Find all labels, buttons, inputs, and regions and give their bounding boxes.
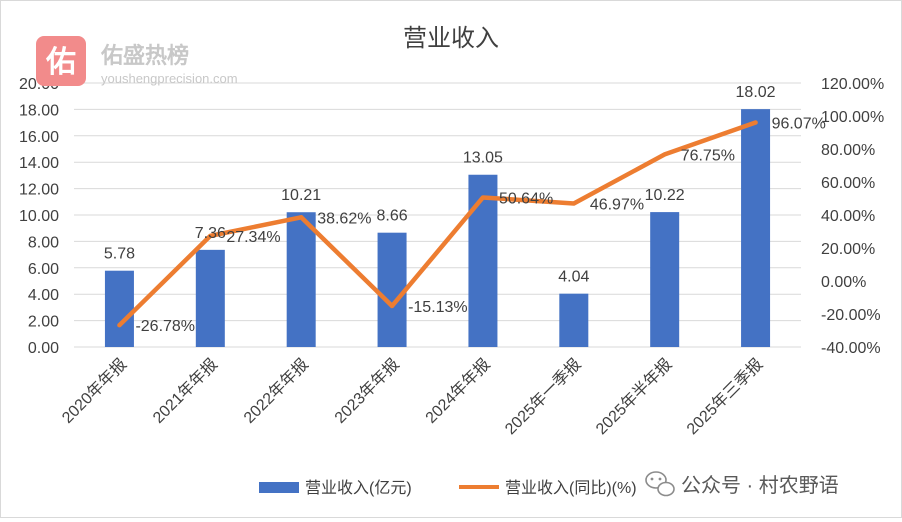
right-tick-label: -20.00% [821, 307, 881, 324]
line-data-label: 27.34% [226, 229, 280, 246]
right-tick-label: 40.00% [821, 208, 875, 225]
bar-data-label: 10.22 [645, 187, 685, 204]
left-tick-label: 10.00 [19, 208, 59, 225]
category-label: 2021年年报 [149, 355, 221, 427]
bar [741, 109, 771, 347]
line-point [571, 201, 576, 206]
left-axis: 0.00 2.00 4.00 6.00 8.00 10.00 12.00 14.00 16.00… [19, 76, 59, 357]
category-label: 2025年一季报 [501, 355, 584, 438]
bar-data-label: 7.36 [195, 225, 226, 242]
right-tick-label: 100.00% [821, 109, 884, 126]
watermark-name: 佑盛热榜 [100, 43, 189, 68]
category-label: 2024年年报 [422, 355, 494, 427]
right-tick-label: 80.00% [821, 142, 875, 159]
line-point [480, 195, 485, 200]
source-overlay: 公众号 · 村农野语 [645, 471, 839, 497]
category-label: 2025年三季报 [683, 355, 766, 438]
left-tick-label: 4.00 [28, 287, 59, 304]
line-point [117, 323, 122, 328]
bar-series [104, 109, 771, 347]
line-point [753, 120, 758, 125]
category-label: 2022年年报 [240, 355, 312, 427]
line-data-label: -15.13% [408, 299, 468, 316]
category-label: 2025年半年报 [592, 355, 675, 438]
line-point [299, 215, 304, 220]
watermark-badge [36, 36, 86, 86]
bar [468, 174, 498, 347]
left-tick-label: 18.00 [19, 102, 59, 119]
bar [286, 212, 316, 347]
line-data-label: 50.64% [499, 190, 553, 207]
bar [195, 249, 225, 347]
gridlines [74, 82, 801, 348]
bar [559, 293, 589, 347]
right-tick-label: -40.00% [821, 340, 881, 357]
line-data-labels: -26.78% 27.34% 38.62% -15.13% 50.64% 46.97% 76… [135, 115, 825, 335]
line-series [117, 120, 758, 328]
legend-label-line: 营业收入(同比)(%) [505, 479, 637, 497]
watermark-url: youshengprecision.com [101, 71, 238, 86]
bar-data-label: 10.21 [281, 187, 321, 204]
legend: 营业收入(亿元) 营业收入(同比)(%) [259, 479, 637, 497]
right-tick-label: 60.00% [821, 175, 875, 192]
bar-data-label: 4.04 [558, 269, 589, 286]
line-data-label: 76.75% [681, 147, 735, 164]
left-tick-label: 8.00 [28, 234, 59, 251]
line-data-label: -26.78% [135, 318, 195, 335]
category-label: 2023年年报 [331, 355, 403, 427]
line-data-label: 38.62% [317, 210, 371, 227]
line-data-label: 96.07% [772, 115, 826, 132]
wechat-icon [645, 471, 675, 497]
legend-label-bar: 营业收入(亿元) [305, 479, 412, 497]
left-tick-label: 14.00 [19, 155, 59, 172]
bar [377, 232, 407, 347]
bar-data-labels: 5.78 7.36 10.21 8.66 13.05 4.04 10.22 18.02 [104, 84, 776, 286]
bar-data-label: 13.05 [463, 150, 503, 167]
left-tick-label: 2.00 [28, 314, 59, 331]
bar-data-label: 8.66 [376, 208, 407, 225]
left-tick-label: 0.00 [28, 340, 59, 357]
right-tick-label: 20.00% [821, 241, 875, 258]
line-point [208, 233, 213, 238]
line-point [390, 303, 395, 308]
category-label: 2020年年报 [58, 355, 130, 427]
right-tick-label: 0.00% [821, 274, 866, 291]
right-axis: -40.00% -20.00% 0.00% 20.00% 40.00% 60.00% 80.… [821, 76, 884, 357]
bar-data-label: 18.02 [736, 84, 776, 101]
line-data-label: 46.97% [590, 196, 644, 213]
category-axis: 2020年年报 2021年年报 2022年年报 2023年年报 2024年年报 2025年… [58, 355, 766, 438]
legend-swatch-bar [259, 482, 299, 493]
watermark-badge-char: 佑 [45, 46, 76, 79]
left-tick-label: 6.00 [28, 261, 59, 278]
left-tick-label: 16.00 [19, 129, 59, 146]
watermark: 佑 佑盛热榜 youshengprecision.com [36, 36, 238, 86]
bar-data-label: 5.78 [104, 246, 135, 263]
source-text: 公众号 · 村农野语 [681, 474, 839, 497]
bar [104, 270, 134, 347]
line-point [662, 152, 667, 157]
left-tick-label: 12.00 [19, 182, 59, 199]
chart-title: 营业收入 [403, 25, 499, 52]
bar [650, 212, 680, 347]
yoy-line [117, 120, 758, 328]
right-tick-label: 120.00% [821, 76, 884, 93]
